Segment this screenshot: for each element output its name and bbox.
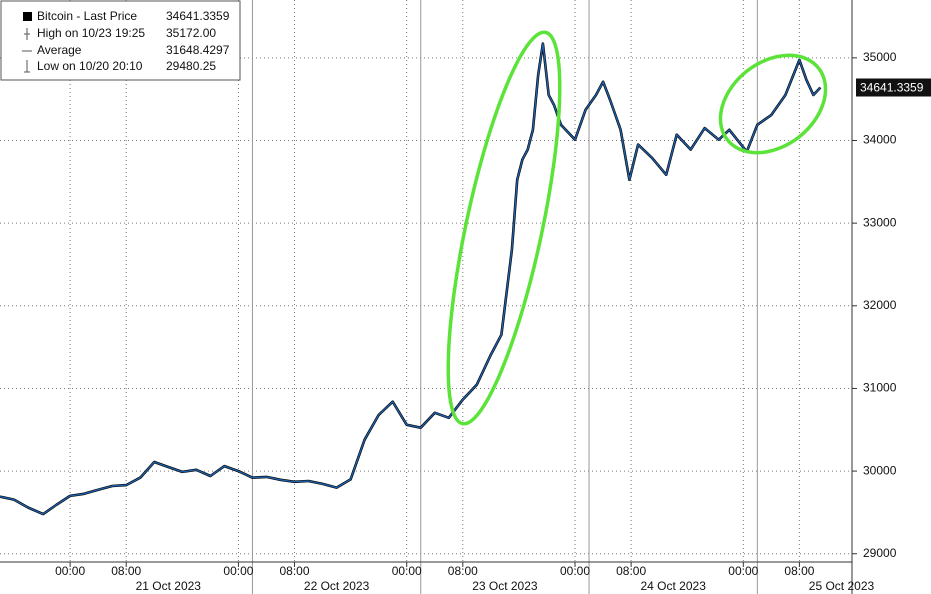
date-label: 22 Oct 2023 [304, 579, 370, 593]
x-tick-label: 00:00 [560, 564, 590, 578]
legend-value: 31648.4297 [166, 43, 230, 57]
y-tick-label: 35000 [863, 50, 897, 64]
legend-label: Low on 10/20 20:10 [37, 59, 143, 73]
y-tick-label: 32000 [863, 298, 897, 312]
legend-label: Average [37, 43, 82, 57]
price-line [0, 42, 821, 515]
legend-swatch [23, 12, 32, 21]
x-tick-label: 08:00 [784, 564, 814, 578]
date-label: 21 Oct 2023 [136, 579, 202, 593]
legend-box [0, 0, 241, 81]
y-tick-label: 34000 [863, 133, 897, 147]
legend-value: 29480.25 [166, 59, 216, 73]
y-tick-label: 31000 [863, 381, 897, 395]
x-tick-label: 00:00 [728, 564, 758, 578]
y-tick-label: 29000 [863, 546, 897, 560]
x-tick-label: 08:00 [111, 564, 141, 578]
y-tick-label: 30000 [863, 463, 897, 477]
plot-area [0, 42, 822, 516]
highlight-ellipse [446, 30, 562, 426]
grid [0, 0, 852, 594]
legend-value: 35172.00 [166, 26, 216, 40]
x-tick-label: 08:00 [616, 564, 646, 578]
legend-value: 34641.3359 [166, 9, 230, 23]
date-label: 24 Oct 2023 [640, 579, 706, 593]
date-label: 23 Oct 2023 [472, 579, 538, 593]
last-price-box [856, 78, 931, 97]
x-tick-label: 00:00 [223, 564, 253, 578]
legend-label: High on 10/23 19:25 [37, 26, 145, 40]
highlight-ellipse [718, 53, 828, 155]
x-tick-label: 00:00 [392, 564, 422, 578]
legend-title: Bitcoin - Last Price [37, 9, 137, 23]
last-price-label: 34641.3359 [860, 81, 924, 95]
x-tick-label: 00:00 [55, 564, 85, 578]
legend-icons [22, 28, 32, 73]
x-tick-label: 08:00 [448, 564, 478, 578]
x-tick-label: 08:00 [280, 564, 310, 578]
date-label: 25 Oct 2023 [809, 579, 875, 593]
y-tick-label: 33000 [863, 215, 897, 229]
last-price-marker: 34641.3359 [856, 78, 931, 97]
legend: Bitcoin - Last Price 34641.3359 High on … [0, 0, 241, 81]
